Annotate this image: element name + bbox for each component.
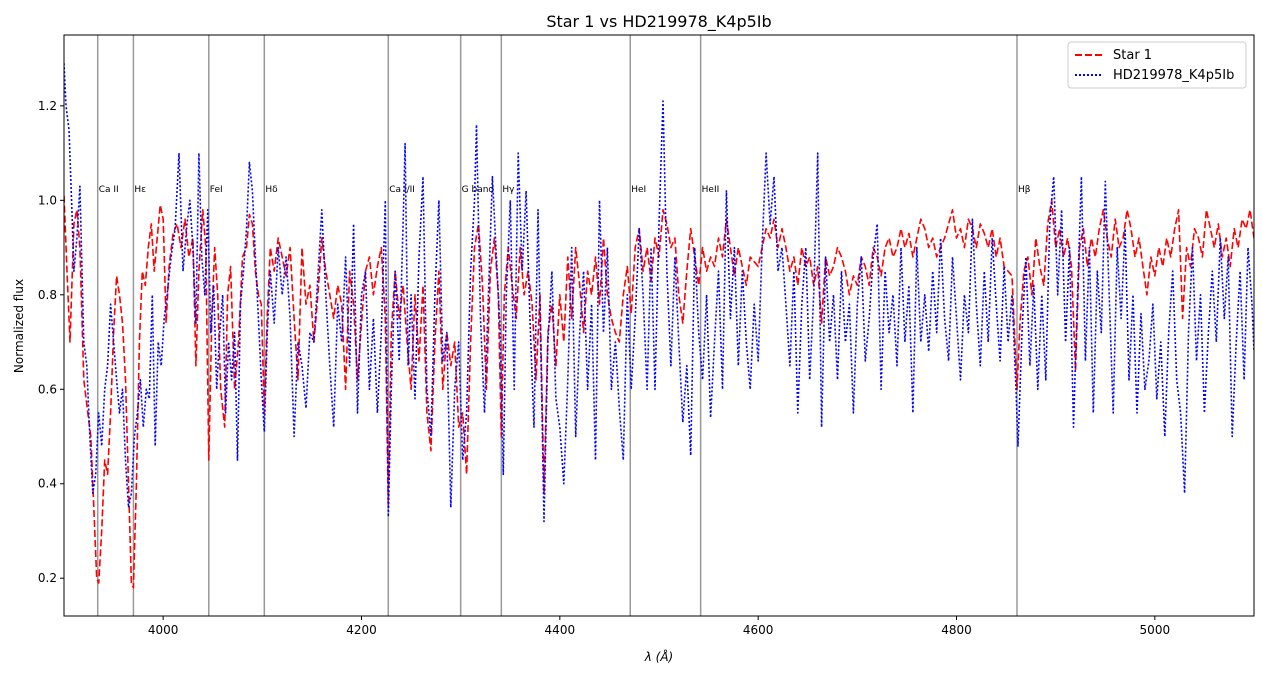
y-tick-label-0: 0.2 (38, 571, 57, 585)
y-axis-title: Normalized flux (12, 279, 26, 373)
x-tick-label-5: 5000 (1140, 623, 1171, 637)
reference-line-label-4: Ca I/II (389, 185, 415, 195)
legend-box (1067, 41, 1247, 89)
axis-ticks: 4000 4200 4400 4600 4800 5000 0.2 0.4 0.6 0.8 1.0 1… (38, 99, 1170, 637)
y-tick-label-3: 0.8 (38, 288, 57, 302)
x-tick-label-0: 4000 (148, 623, 179, 637)
chart-title: Star 1 vs HD219978_K4p5Ib (546, 12, 771, 32)
y-tick-label-1: 0.4 (38, 477, 57, 491)
reference-line-label-0: Ca II (99, 185, 119, 195)
reference-line-label-3: Hδ (265, 185, 278, 195)
x-tick-label-4: 4800 (941, 623, 972, 637)
reference-line-label-2: FeI (210, 185, 223, 195)
series-line-0 (64, 195, 1254, 589)
reference-line-label-9: Hβ (1018, 185, 1031, 195)
y-tick-label-5: 1.2 (38, 99, 57, 113)
reference-line-label-6: Hγ (502, 185, 515, 195)
legend-label-star1: Star 1 (1113, 48, 1152, 63)
reference-line-label-8: HeII (702, 185, 720, 195)
legend: Star 1 HD219978_K4p5Ib (1067, 41, 1247, 89)
x-tick-label-2: 4400 (545, 623, 576, 637)
y-tick-label-2: 0.6 (38, 382, 57, 396)
x-tick-label-1: 4200 (346, 623, 377, 637)
plot-area: Ca II Hε FeI Hδ Ca I/II G band Hγ HeI HeII Hβ (64, 35, 1254, 616)
y-tick-label-4: 1.0 (38, 193, 57, 207)
x-tick-label-3: 4600 (743, 623, 774, 637)
reference-line-label-7: HeI (631, 185, 646, 195)
x-axis-title: λ (Å) (644, 649, 674, 664)
series-line-1 (64, 63, 1254, 523)
legend-label-hd219978: HD219978_K4p5Ib (1113, 68, 1234, 83)
axes-frame (63, 34, 1255, 617)
reference-line-label-1: Hε (134, 185, 146, 195)
